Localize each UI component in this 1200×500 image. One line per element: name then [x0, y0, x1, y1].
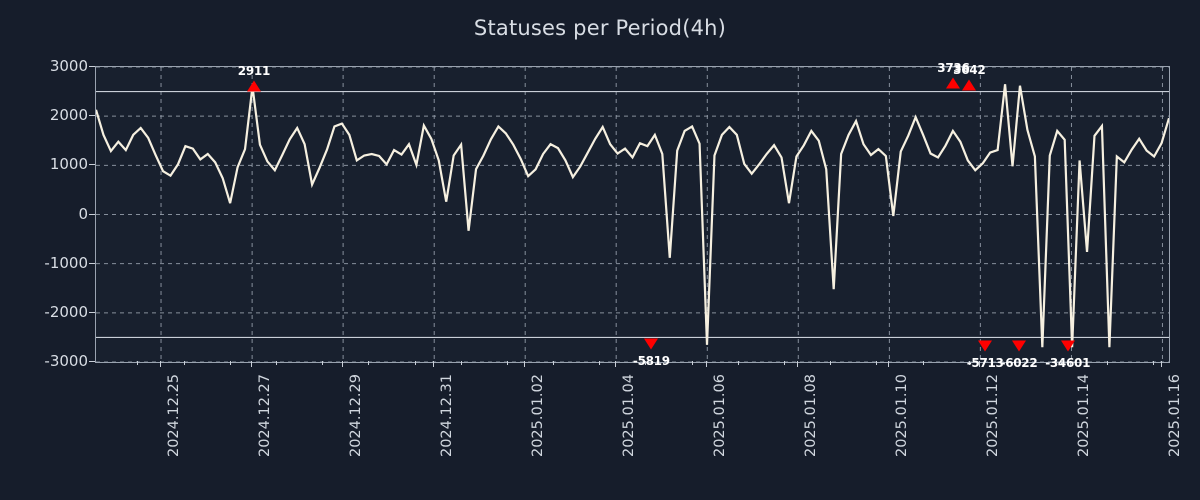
x-tick-minor-mark: [599, 361, 601, 365]
x-tick-label: 2025.01.14: [1076, 374, 1093, 458]
x-tick-label: 2025.01.02: [530, 374, 547, 458]
annotation-marker: [644, 338, 659, 350]
annotation-marker: [1011, 340, 1026, 352]
x-tick-minor-mark: [414, 361, 416, 365]
x-tick-mark: [433, 361, 435, 367]
x-tick-mark: [160, 361, 162, 367]
annotation-marker: [978, 340, 993, 352]
x-tick-mark: [1070, 361, 1072, 367]
annotation-label: 3642: [953, 62, 986, 77]
x-tick-label: 2024.12.29: [348, 374, 365, 458]
x-tick-mark: [251, 361, 253, 367]
x-tick-minor-mark: [784, 361, 785, 365]
y-tick-label: 3000: [49, 57, 88, 75]
y-tick-label: 1000: [49, 155, 88, 174]
x-tick-label: 2025.01.08: [803, 374, 820, 458]
axis-boundary-lines: [96, 90, 1169, 339]
annotation-label: -6022: [1000, 356, 1038, 371]
annotation-marker: [1060, 340, 1075, 352]
gridlines: [96, 67, 1169, 362]
annotation-label: 2911: [237, 63, 271, 78]
x-tick-mark: [1161, 361, 1163, 367]
x-tick-minor-mark: [183, 361, 185, 365]
y-tick-mark: [89, 164, 95, 166]
y-tick-mark: [89, 262, 95, 264]
x-tick-minor-mark: [137, 361, 139, 365]
x-tick-minor-mark: [1107, 361, 1109, 365]
annotation-marker: [962, 79, 977, 91]
x-tick-minor-mark: [922, 361, 924, 365]
y-tick-mark: [89, 311, 95, 313]
x-tick-minor-mark: [460, 361, 462, 365]
x-tick-minor-mark: [1061, 361, 1063, 365]
x-tick-label: 2025.01.16: [1167, 374, 1184, 458]
annotation-marker: [946, 77, 961, 89]
x-tick-minor-mark: [876, 361, 878, 365]
x-tick-mark: [706, 361, 708, 367]
x-tick-minor-mark: [1014, 361, 1016, 365]
y-tick-mark: [89, 213, 95, 215]
x-tick-minor-mark: [737, 361, 739, 365]
chart-title: Statuses per Period(4h): [473, 16, 727, 40]
x-tick-mark: [979, 361, 981, 367]
annotation-label: -34601: [1045, 356, 1091, 371]
y-tick-label: -2000: [44, 302, 88, 321]
x-tick-minor-mark: [830, 361, 832, 365]
x-tick-mark: [888, 361, 890, 367]
annotation-label: -5713: [966, 356, 1004, 371]
line-chart-svg: [96, 67, 1169, 362]
x-tick-mark: [615, 361, 617, 367]
plot-area: [95, 66, 1170, 363]
x-tick-label: 2024.12.31: [439, 374, 456, 458]
x-tick-label: 2025.01.04: [621, 374, 638, 458]
x-tick-label: 2025.01.06: [712, 374, 729, 458]
y-tick-label: 0: [78, 204, 88, 223]
x-tick-minor-mark: [1153, 361, 1155, 365]
x-tick-mark: [524, 361, 526, 367]
y-tick-mark: [89, 361, 95, 362]
x-tick-mark: [342, 361, 344, 367]
y-tick-label: -1000: [44, 253, 88, 272]
annotation-label: 3736: [937, 61, 970, 76]
annotation-label: -5819: [632, 353, 670, 368]
x-tick-minor-mark: [275, 361, 277, 365]
x-tick-minor-mark: [506, 361, 508, 365]
x-tick-label: 2024.12.27: [257, 374, 274, 458]
y-tick-label: -3000: [44, 352, 88, 370]
x-tick-minor-mark: [645, 361, 647, 365]
x-tick-mark: [797, 361, 799, 367]
x-tick-minor-mark: [322, 361, 324, 365]
x-tick-minor-mark: [691, 361, 693, 365]
x-tick-minor-mark: [368, 361, 370, 365]
y-tick-mark: [89, 66, 95, 67]
x-tick-minor-mark: [968, 361, 970, 365]
series-line-statuses: [96, 84, 1169, 348]
x-tick-minor-mark: [229, 361, 231, 365]
y-tick-label: 2000: [49, 106, 88, 125]
x-tick-label: 2024.12.25: [166, 374, 183, 458]
x-tick-label: 2025.01.10: [894, 374, 911, 458]
y-tick-mark: [89, 115, 95, 117]
x-tick-minor-mark: [553, 361, 555, 365]
annotation-marker: [246, 80, 261, 92]
x-tick-label: 2025.01.12: [985, 374, 1002, 458]
